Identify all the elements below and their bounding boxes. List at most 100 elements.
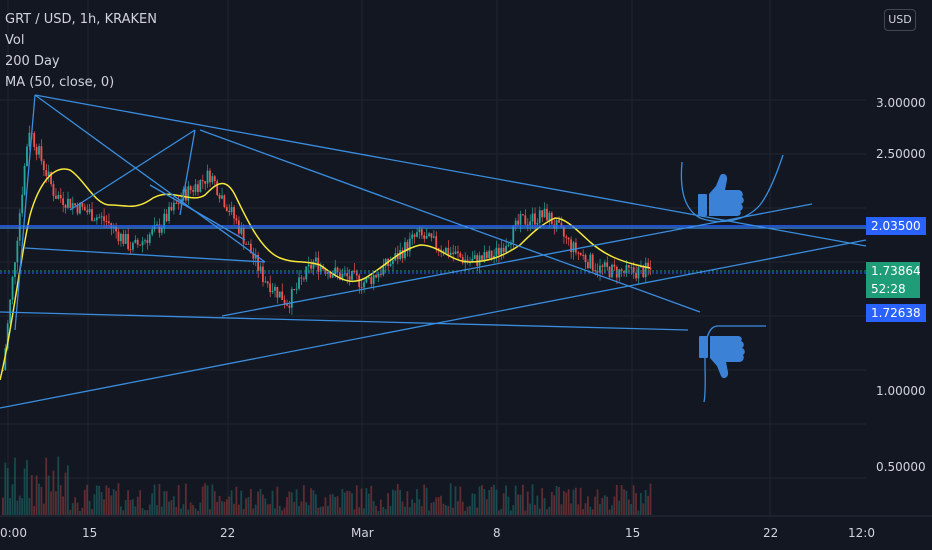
candle-body	[98, 217, 101, 219]
volume-bar	[312, 489, 315, 515]
candle-body	[264, 281, 267, 283]
volume-bar	[591, 509, 594, 515]
volume-bar	[300, 501, 303, 515]
volume-bar	[42, 503, 45, 515]
candle-body	[249, 243, 252, 254]
volume-bar	[639, 493, 642, 515]
candle-body	[370, 276, 373, 284]
candle-body	[550, 212, 553, 225]
time-axis[interactable]: 0:00 15 22 Mar 8 15 22 12:0	[0, 526, 875, 540]
volume-bar	[444, 505, 447, 515]
volume-bar	[209, 509, 211, 515]
volume-bar	[129, 499, 132, 515]
candle-body	[495, 247, 498, 256]
current-price-badge: 1.73864	[866, 262, 921, 280]
candle-body	[23, 165, 26, 195]
volume-bar	[182, 504, 185, 515]
volume-bar	[107, 487, 110, 515]
volume-bar	[218, 496, 221, 515]
volume-bar	[249, 488, 252, 515]
volume-bar	[534, 504, 536, 515]
candle-body	[266, 281, 269, 284]
candle-body	[283, 299, 286, 304]
candle-body	[579, 252, 582, 255]
candle-body	[139, 244, 142, 246]
volume-bar	[86, 484, 89, 515]
volume-bar	[148, 504, 151, 515]
candle-body	[103, 216, 105, 221]
candle-body	[42, 160, 45, 170]
candle-body	[589, 254, 592, 269]
candle-body	[346, 273, 349, 277]
volume-bar	[577, 504, 580, 515]
candle-body	[437, 248, 440, 250]
volume-bar	[647, 495, 649, 515]
volume-bar	[360, 488, 363, 515]
volume-bar	[165, 491, 168, 515]
candle-body	[548, 212, 551, 221]
vol-indicator-label[interactable]: Vol	[5, 33, 25, 48]
currency-button[interactable]: USD	[884, 9, 916, 31]
candle-body	[574, 242, 577, 253]
volume-bar	[136, 496, 139, 515]
candle-body	[290, 289, 293, 308]
candle-body	[541, 210, 544, 218]
candle-body	[168, 206, 170, 222]
candle-body	[269, 283, 272, 293]
volume-bar	[317, 507, 320, 515]
candle-body	[211, 176, 214, 183]
candle-body	[278, 291, 281, 298]
volume-bar	[558, 487, 560, 515]
price-axis[interactable]: 3.00000 2.50000 1.00000 0.50000	[876, 96, 926, 474]
volume-bar	[50, 491, 52, 515]
volume-bar	[625, 490, 628, 515]
volume-bar	[404, 506, 406, 515]
volume-bar	[62, 496, 64, 515]
hand-drawn-curve-down	[703, 325, 766, 403]
volume-bar	[269, 504, 272, 515]
volume-bar	[526, 491, 529, 515]
candle-body	[271, 290, 274, 293]
candle-body	[124, 234, 127, 244]
candle-body	[473, 255, 476, 259]
symbol-title[interactable]: GRT / USD, 1h, KRAKEN	[5, 12, 157, 27]
candle-body	[360, 287, 363, 289]
volume-bar	[572, 489, 575, 515]
candle-body	[603, 262, 606, 267]
volume-bar	[281, 510, 284, 515]
volume-bar	[437, 497, 440, 515]
candle-body	[305, 266, 308, 280]
candle-body	[630, 267, 633, 269]
candle-body	[512, 225, 515, 243]
candle-body	[112, 226, 115, 228]
volume-bar	[30, 475, 33, 515]
volume-bar	[420, 506, 423, 515]
volume-bar	[348, 491, 351, 515]
candle-body	[444, 247, 447, 253]
volume-bar	[334, 496, 337, 515]
candle-body	[459, 253, 462, 258]
candle-body	[194, 184, 197, 192]
volume-bar	[582, 509, 584, 515]
time-tick: Mar	[351, 526, 374, 540]
volume-bar	[449, 483, 452, 515]
candle-body	[432, 236, 435, 238]
candle-body	[608, 266, 611, 278]
volume-bar	[466, 506, 469, 515]
candle-body	[95, 217, 98, 221]
candle-body	[54, 195, 57, 199]
time-tick: 8	[493, 526, 501, 540]
candle-body	[418, 229, 421, 233]
ma-line	[0, 168, 651, 381]
volume-bar	[358, 507, 361, 515]
candle-body	[613, 264, 616, 267]
candle-body	[4, 348, 7, 371]
candle-body	[526, 224, 529, 226]
day200-indicator-label[interactable]: 200 Day	[5, 54, 60, 69]
ma-indicator-label[interactable]: MA (50, close, 0)	[5, 75, 115, 90]
candle-body	[351, 270, 353, 280]
time-tick: 22	[763, 526, 778, 540]
candle-body	[312, 261, 315, 269]
candle-body	[522, 214, 524, 216]
